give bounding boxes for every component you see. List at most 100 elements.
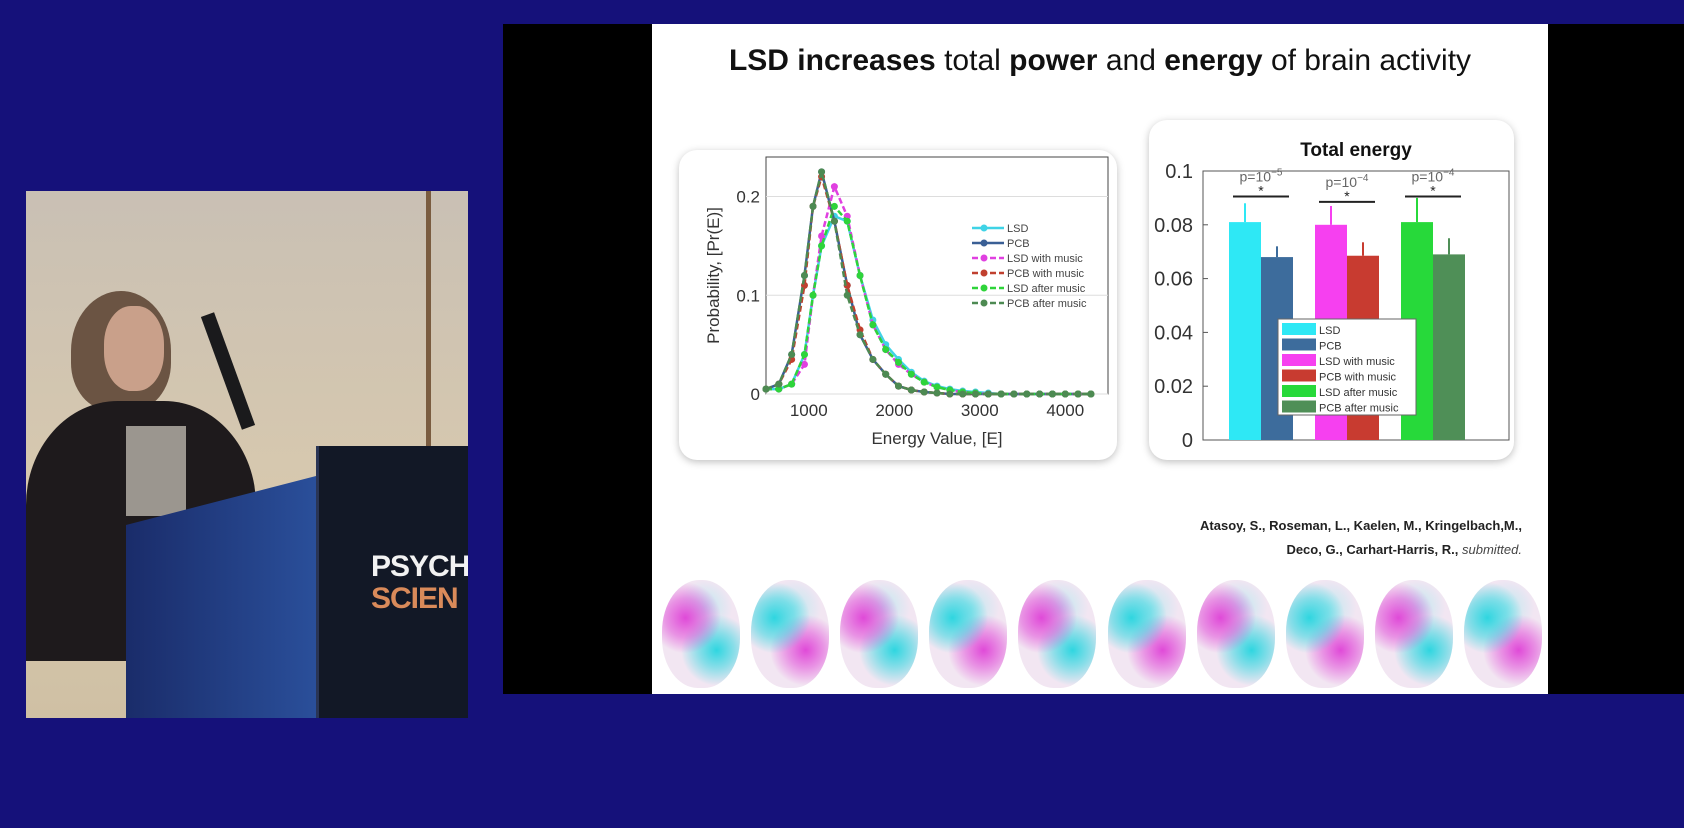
y-tick-label: 0.2: [736, 188, 760, 207]
data-point: [788, 380, 796, 388]
bar-chart-card: Total energy 0 0.02 0.04 0.06 0.08 0.1 * p=10−5 *…: [1149, 120, 1514, 460]
data-point: [830, 183, 838, 191]
title-part: LSD increases: [728, 44, 936, 77]
data-point: [1036, 390, 1044, 398]
significance-star: *: [1430, 183, 1436, 199]
data-point: [946, 390, 954, 398]
legend-swatch: [1282, 385, 1316, 397]
legend-label: LSD: [1007, 223, 1028, 235]
wall-pole: [426, 191, 431, 461]
data-point: [809, 291, 817, 299]
x-tick-label: 4000: [1046, 401, 1084, 420]
title-part: power: [1009, 44, 1098, 77]
citation: Atasoy, S., Roseman, L., Kaelen, M., Kri…: [1200, 514, 1522, 562]
legend-marker: [980, 254, 988, 262]
y-tick-label: 0: [751, 385, 760, 404]
legend-label: PCB: [1319, 341, 1342, 353]
data-point: [818, 242, 826, 250]
significance-star: *: [1344, 188, 1350, 204]
citation-line-2: Deco, G., Carhart-Harris, R., submitted.: [1200, 538, 1522, 562]
brain-map: [1196, 580, 1275, 688]
data-point: [869, 321, 877, 329]
data-point: [775, 385, 783, 393]
speaker-face: [104, 306, 164, 391]
brain-map: [1285, 580, 1364, 688]
legend-marker: [980, 299, 988, 307]
data-point: [788, 351, 796, 358]
data-point: [1048, 390, 1056, 398]
data-point: [800, 272, 808, 279]
citation-status: submitted.: [1462, 542, 1522, 557]
total-energy-chart: Total energy00.020.040.060.080.1*p=10−5*…: [1154, 140, 1510, 452]
brain-map: [1374, 580, 1453, 688]
x-tick-label: 2000: [875, 401, 913, 420]
data-point: [920, 378, 928, 386]
slide: LSD increases total power and energy of …: [652, 24, 1548, 694]
legend-label: LSD with music: [1319, 356, 1395, 368]
distribution-chart-card: 0 0.1 0.2 1000 2000 3000 4000 Energy Value, [E]…: [679, 150, 1117, 460]
legend-label: PCB: [1007, 238, 1030, 250]
brain-map: [1107, 580, 1186, 688]
data-point: [830, 217, 838, 225]
p-value-exponent: −5: [1271, 168, 1283, 179]
bar: [1229, 222, 1261, 440]
y-tick-label: 0.02: [1154, 376, 1193, 398]
legend-label: PCB with music: [1319, 372, 1397, 384]
data-point: [762, 385, 770, 393]
data-point: [818, 232, 826, 240]
data-point: [933, 383, 941, 391]
legend-swatch: [1282, 338, 1316, 351]
legend-marker: [980, 284, 988, 292]
data-point: [843, 291, 851, 299]
data-point: [869, 355, 877, 363]
data-point: [856, 272, 864, 279]
legend-swatch: [1282, 369, 1316, 382]
legend-label: LSD: [1319, 325, 1340, 337]
y-tick-label: 0.04: [1154, 322, 1193, 344]
brain-maps-row: [662, 580, 1542, 690]
brain-map: [929, 580, 1008, 688]
legend-swatch: [1282, 354, 1316, 366]
legend-marker: [980, 269, 988, 277]
podium-logo: PSYCH SCIEN: [371, 551, 468, 615]
data-point: [1061, 390, 1069, 398]
data-point: [907, 386, 915, 394]
citation-line-1: Atasoy, S., Roseman, L., Kaelen, M., Kri…: [1200, 518, 1522, 533]
y-tick-label: 0.1: [1165, 161, 1193, 183]
title-part: total: [935, 44, 1010, 77]
data-point: [800, 360, 808, 368]
y-tick-label: 0: [1182, 430, 1193, 452]
brain-map: [662, 580, 740, 688]
legend-marker: [980, 239, 988, 247]
legend-swatch: [1282, 323, 1316, 335]
data-point: [1023, 390, 1031, 398]
legend-label: PCB after music: [1319, 403, 1399, 415]
x-tick-label: 3000: [961, 401, 999, 420]
logo-line-1: PSYCH: [371, 550, 468, 583]
p-value-exponent: −4: [1443, 168, 1455, 179]
citation-authors: Deco, G., Carhart-Harris, R.,: [1286, 542, 1459, 557]
data-point: [1010, 390, 1018, 398]
legend-label: LSD after music: [1007, 283, 1086, 295]
legend-marker: [980, 224, 988, 232]
data-point: [959, 390, 967, 398]
legend-swatch: [1282, 400, 1316, 413]
brain-map: [1018, 580, 1097, 688]
legend-label: LSD with music: [1007, 253, 1083, 265]
data-point: [984, 390, 992, 398]
data-point: [895, 382, 903, 390]
y-axis-label: Probability, [Pr(E)]: [704, 207, 723, 344]
data-point: [933, 389, 941, 397]
bar: [1433, 254, 1465, 440]
data-point: [818, 168, 826, 176]
data-point: [882, 346, 890, 354]
x-axis-label: Energy Value, [E]: [871, 429, 1002, 448]
p-value-exponent: −4: [1357, 173, 1369, 184]
speaker-shirt: [126, 426, 186, 516]
brain-map: [751, 580, 830, 688]
x-tick-label: 1000: [790, 401, 828, 420]
data-point: [882, 370, 890, 378]
speaker-video: PSYCH SCIEN: [26, 191, 468, 718]
microphone: [200, 312, 256, 430]
data-point: [920, 388, 928, 396]
